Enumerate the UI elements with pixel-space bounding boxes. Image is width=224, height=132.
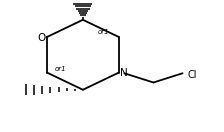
Text: Cl: Cl xyxy=(188,70,197,80)
Text: N: N xyxy=(121,68,128,78)
Text: O: O xyxy=(37,33,45,43)
Text: or1: or1 xyxy=(55,66,67,72)
Text: or1: or1 xyxy=(97,29,109,35)
